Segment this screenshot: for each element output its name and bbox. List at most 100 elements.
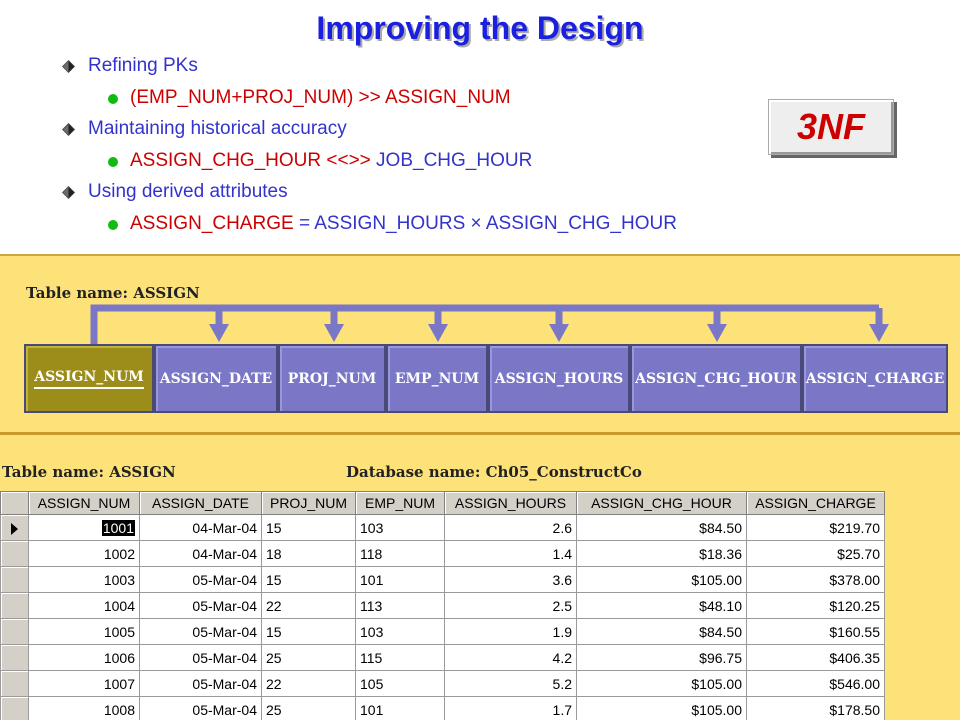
green-dot-icon [108, 94, 118, 104]
grid-table-label: Table name: ASSIGN [2, 463, 176, 481]
table-cell[interactable]: 103 [355, 618, 445, 645]
table-cell[interactable]: 15 [261, 514, 356, 541]
table-cell[interactable]: 25 [261, 644, 356, 671]
table-cell[interactable]: $25.70 [746, 540, 885, 567]
bullet-text: Maintaining historical accuracy [88, 118, 347, 139]
table-cell[interactable]: $378.00 [746, 566, 885, 593]
table-cell[interactable]: 04-Mar-04 [139, 514, 262, 541]
table-cell[interactable]: $105.00 [576, 696, 747, 720]
table-cell[interactable]: 22 [261, 670, 356, 697]
row-selector[interactable] [0, 618, 29, 645]
table-cell[interactable]: 25 [261, 696, 356, 720]
bullet-derived: Using derived attributes [62, 180, 677, 212]
table-cell[interactable]: $546.00 [746, 670, 885, 697]
table-row[interactable]: 1006 05-Mar-04 25 115 4.2 $96.75 $406.35 [0, 644, 885, 671]
row-selector[interactable] [0, 566, 29, 593]
column-header[interactable]: ASSIGN_NUM [28, 491, 140, 515]
table-cell[interactable]: $105.00 [576, 566, 747, 593]
table-cell[interactable]: 101 [355, 566, 445, 593]
table-cell[interactable]: $120.25 [746, 592, 885, 619]
attr-assign-hours: ASSIGN_HOURS [488, 344, 630, 413]
table-cell[interactable]: 05-Mar-04 [139, 696, 262, 720]
table-row[interactable]: 1002 04-Mar-04 18 118 1.4 $18.36 $25.70 [0, 540, 885, 567]
sub-bullet-blue-text: = ASSIGN_HOURS × ASSIGN_CHG_HOUR [298, 213, 677, 234]
row-selector[interactable] [0, 670, 29, 697]
table-cell[interactable]: $96.75 [576, 644, 747, 671]
table-cell[interactable]: $84.50 [576, 514, 747, 541]
table-cell[interactable]: 1008 [28, 696, 140, 720]
sub-bullet-blue-text: JOB_CHG_HOUR [376, 150, 533, 171]
row-selector[interactable] [0, 540, 29, 567]
table-cell[interactable]: 4.2 [444, 644, 577, 671]
table-cell[interactable]: 113 [355, 592, 445, 619]
table-row[interactable]: 1003 05-Mar-04 15 101 3.6 $105.00 $378.00 [0, 566, 885, 593]
table-cell[interactable]: 22 [261, 592, 356, 619]
table-row[interactable]: 1001 04-Mar-04 15 103 2.6 $84.50 $219.70 [0, 514, 885, 541]
table-cell[interactable]: 05-Mar-04 [139, 670, 262, 697]
column-header[interactable]: PROJ_NUM [261, 491, 356, 515]
table-cell[interactable]: 1.7 [444, 696, 577, 720]
table-cell[interactable]: $105.00 [576, 670, 747, 697]
table-cell[interactable]: $160.55 [746, 618, 885, 645]
attr-assign-charge: ASSIGN_CHARGE [802, 344, 948, 413]
row-selector[interactable] [0, 644, 29, 671]
table-cell[interactable]: 15 [261, 566, 356, 593]
sub-bullet-derived: ASSIGN_CHARGE = ASSIGN_HOURS × ASSIGN_CH… [62, 212, 677, 243]
table-cell[interactable]: 1004 [28, 592, 140, 619]
table-cell[interactable]: 103 [355, 514, 445, 541]
attr-assign-num: ASSIGN_NUM [24, 344, 154, 413]
table-cell[interactable]: 105 [355, 670, 445, 697]
column-header[interactable]: ASSIGN_CHARGE [746, 491, 885, 515]
column-header[interactable]: ASSIGN_HOURS [444, 491, 577, 515]
table-cell[interactable]: $84.50 [576, 618, 747, 645]
dependency-diagram: Table name: ASSIGN ASSIGN_NUM ASSIGN_DAT… [0, 254, 960, 432]
diamond-bullet-icon [62, 60, 75, 73]
table-cell[interactable]: 05-Mar-04 [139, 592, 262, 619]
table-view-panel: Table name: ASSIGN Database name: Ch05_C… [0, 432, 960, 720]
table-row[interactable]: 1007 05-Mar-04 22 105 5.2 $105.00 $546.00 [0, 670, 885, 697]
table-cell[interactable]: 1002 [28, 540, 140, 567]
column-header[interactable]: ASSIGN_DATE [139, 491, 262, 515]
attr-assign-chg-hour: ASSIGN_CHG_HOUR [630, 344, 802, 413]
table-cell[interactable]: 5.2 [444, 670, 577, 697]
table-cell[interactable]: 1.4 [444, 540, 577, 567]
table-row[interactable]: 1004 05-Mar-04 22 113 2.5 $48.10 $120.25 [0, 592, 885, 619]
row-selector[interactable] [0, 592, 29, 619]
slide-title: Improving the Design [316, 10, 644, 46]
table-cell[interactable]: $178.50 [746, 696, 885, 720]
table-cell[interactable]: 1006 [28, 644, 140, 671]
table-cell[interactable]: $406.35 [746, 644, 885, 671]
table-cell[interactable]: 1.9 [444, 618, 577, 645]
table-cell[interactable]: 1007 [28, 670, 140, 697]
table-row[interactable]: 1005 05-Mar-04 15 103 1.9 $84.50 $160.55 [0, 618, 885, 645]
column-header[interactable]: EMP_NUM [355, 491, 445, 515]
table-cell[interactable]: 3.6 [444, 566, 577, 593]
row-selector[interactable] [0, 514, 29, 541]
column-header[interactable]: ASSIGN_CHG_HOUR [576, 491, 747, 515]
table-cell[interactable]: $219.70 [746, 514, 885, 541]
table-cell[interactable]: 115 [355, 644, 445, 671]
table-cell[interactable]: 15 [261, 618, 356, 645]
attr-assign-date: ASSIGN_DATE [154, 344, 278, 413]
table-cell[interactable]: 2.5 [444, 592, 577, 619]
table-cell[interactable]: 04-Mar-04 [139, 540, 262, 567]
table-cell[interactable]: 1003 [28, 566, 140, 593]
table-row[interactable]: 1008 05-Mar-04 25 101 1.7 $105.00 $178.50 [0, 696, 885, 720]
table-cell[interactable]: $18.36 [576, 540, 747, 567]
table-cell[interactable]: 05-Mar-04 [139, 644, 262, 671]
table-cell[interactable]: 1005 [28, 618, 140, 645]
table-cell[interactable]: 2.6 [444, 514, 577, 541]
table-cell[interactable]: 118 [355, 540, 445, 567]
table-cell[interactable]: 1001 [28, 514, 140, 541]
table-cell[interactable]: 18 [261, 540, 356, 567]
row-selector[interactable] [0, 696, 29, 720]
current-record-pointer-icon [11, 522, 18, 535]
table-cell[interactable]: 05-Mar-04 [139, 618, 262, 645]
bullet-text: Refining PKs [88, 55, 198, 76]
diamond-bullet-icon [62, 123, 75, 136]
table-cell[interactable]: 05-Mar-04 [139, 566, 262, 593]
sub-bullet-red-text: (EMP_NUM+PROJ_NUM) >> ASSIGN_NUM [130, 87, 511, 108]
bullet-list: Refining PKs (EMP_NUM+PROJ_NUM) >> ASSIG… [62, 54, 677, 243]
table-cell[interactable]: 101 [355, 696, 445, 720]
table-cell[interactable]: $48.10 [576, 592, 747, 619]
